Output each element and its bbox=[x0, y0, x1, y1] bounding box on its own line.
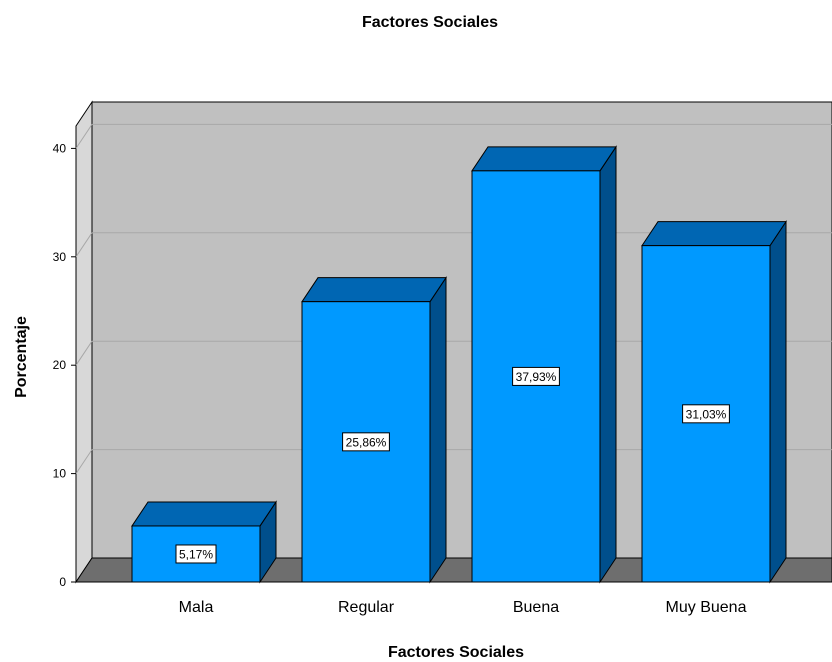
bars: 5,17% 25,86% 37,93% 31,03% bbox=[131, 145, 787, 584]
bar-mala: 5,17% bbox=[131, 500, 277, 584]
gridline-wall bbox=[75, 124, 93, 149]
data-label: 25,86% bbox=[346, 435, 387, 449]
data-label: 37,93% bbox=[516, 370, 557, 384]
y-tick-label: 30 bbox=[53, 250, 67, 264]
data-label-box bbox=[682, 404, 730, 424]
bar-top bbox=[471, 146, 617, 172]
data-label-box bbox=[342, 432, 390, 452]
data-label: 31,03% bbox=[686, 407, 727, 421]
bar-side bbox=[769, 219, 787, 584]
bar-top bbox=[641, 221, 787, 247]
y-axis-ticks: 0 10 20 30 40 bbox=[53, 141, 76, 589]
bar-muy-buena: 31,03% bbox=[641, 219, 787, 584]
bar-top bbox=[301, 277, 447, 303]
x-axis-labels: Mala Regular Buena Muy Buena bbox=[179, 599, 747, 616]
x-tick-label: Mala bbox=[179, 599, 214, 616]
gridline-wall bbox=[75, 232, 93, 258]
y-tick-label: 10 bbox=[53, 467, 67, 481]
y-axis-title: Porcentaje bbox=[13, 316, 30, 398]
chart-title: Factores Sociales bbox=[362, 14, 498, 31]
y-tick-label: 40 bbox=[53, 141, 67, 155]
bar-side bbox=[599, 145, 617, 584]
y-tick-label: 20 bbox=[53, 358, 67, 372]
bar-buena: 37,93% bbox=[471, 145, 617, 584]
x-tick-label: Regular bbox=[338, 599, 395, 616]
bar-regular: 25,86% bbox=[301, 276, 447, 584]
data-label-box bbox=[512, 366, 560, 386]
plot-left-wall bbox=[75, 100, 93, 584]
gridline-wall bbox=[75, 449, 93, 474]
y-tick-label: 0 bbox=[59, 575, 66, 589]
gridline-wall bbox=[75, 340, 93, 366]
x-tick-label: Muy Buena bbox=[666, 599, 747, 616]
x-axis-title: Factores Sociales bbox=[388, 644, 524, 661]
bar-side bbox=[429, 276, 447, 584]
data-label: 5,17% bbox=[179, 547, 213, 561]
data-label-box bbox=[175, 544, 217, 564]
x-tick-label: Buena bbox=[513, 599, 559, 616]
bar-top bbox=[131, 501, 277, 527]
